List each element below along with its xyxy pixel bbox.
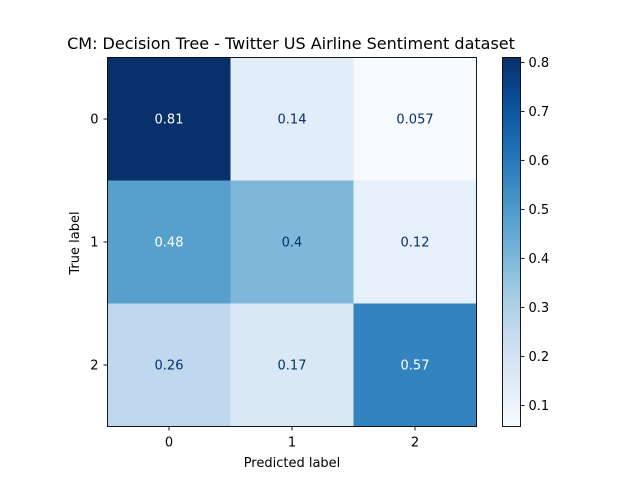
x-axis: 0 1 2 xyxy=(165,426,419,451)
colorbar-tick-label: 0.1 xyxy=(529,399,550,414)
cell-value-label: 0.057 xyxy=(396,113,433,128)
cell-value-label: 0.26 xyxy=(155,359,184,374)
colorbar-tick-label: 0.7 xyxy=(529,105,550,120)
colorbar-tick-label: 0.3 xyxy=(529,301,550,316)
heatmap-cell xyxy=(353,57,477,181)
x-tick-label: 2 xyxy=(411,436,419,451)
cell-value-label: 0.81 xyxy=(155,113,184,128)
cell-value-label: 0.4 xyxy=(282,236,303,251)
heatmap-cell xyxy=(107,303,231,427)
colorbar-axis: 0.1 0.2 0.3 0.4 0.5 0.6 0.7 0.8 xyxy=(520,56,550,414)
heatmap-cell xyxy=(230,57,354,181)
heatmap-cell xyxy=(230,180,354,304)
y-tick-label: 0 xyxy=(90,113,98,128)
heatmap-cell xyxy=(107,180,231,304)
cell-value-label: 0.17 xyxy=(278,359,307,374)
colorbar-tick-label: 0.8 xyxy=(529,56,550,71)
heatmap-cell xyxy=(230,303,354,427)
cell-value-label: 0.48 xyxy=(155,236,184,251)
cell-value-label: 0.12 xyxy=(401,236,430,251)
heatmap-cells: 0.81 0.14 0.057 0.48 0.4 0.12 0.26 0.17 0.57 xyxy=(107,57,477,427)
x-tick-label: 1 xyxy=(288,436,296,451)
colorbar-tick-label: 0.4 xyxy=(529,252,550,267)
heatmap-cell xyxy=(353,180,477,304)
y-tick-label: 1 xyxy=(90,236,98,251)
colorbar-tick-label: 0.5 xyxy=(529,203,550,218)
x-tick-label: 0 xyxy=(165,436,173,451)
x-axis-label: Predicted label xyxy=(244,456,341,471)
chart-title: CM: Decision Tree - Twitter US Airline S… xyxy=(67,34,515,53)
colorbar-tick-label: 0.2 xyxy=(529,350,550,365)
cell-value-label: 0.57 xyxy=(401,359,430,374)
y-tick-label: 2 xyxy=(90,359,98,374)
heatmap-cell xyxy=(107,57,231,181)
colorbar xyxy=(502,57,521,427)
heatmap-cell xyxy=(353,303,477,427)
y-axis: 0 1 2 xyxy=(90,113,108,374)
colorbar-tick-label: 0.6 xyxy=(529,154,550,169)
cell-value-label: 0.14 xyxy=(278,113,307,128)
y-axis-label: True label xyxy=(68,211,83,275)
